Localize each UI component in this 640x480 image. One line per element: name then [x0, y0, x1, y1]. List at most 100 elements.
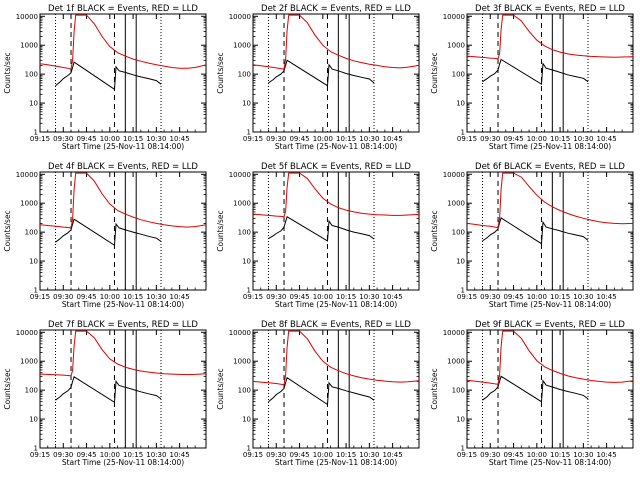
y-tick-label: 1000: [233, 200, 251, 208]
y-tick-label: 10000: [16, 13, 38, 21]
plot-frame: [252, 13, 420, 133]
x-tick-label: 09:45: [76, 135, 96, 143]
x-tick-label: 09:15: [30, 135, 50, 143]
events-series-line: [482, 217, 589, 245]
x-tick-label: 09:45: [503, 451, 523, 459]
panel-title: Det 7f BLACK = Events, RED = LLD: [48, 320, 198, 330]
x-tick-label: 09:30: [266, 293, 286, 301]
x-tick-label: 09:45: [76, 451, 96, 459]
y-tick-label: 10: [456, 258, 465, 266]
detector-panel-3: Det 3f BLACK = Events, RED = LLD 1 10 100 10…: [430, 4, 634, 151]
y-tick-label: 1: [247, 287, 251, 295]
x-tick-label: 10:15: [336, 135, 356, 143]
x-tick-label: 10:00: [100, 293, 120, 301]
x-tick-label: 10:30: [573, 135, 593, 143]
panel-title: Det 5f BLACK = Events, RED = LLD: [261, 162, 411, 172]
plot-frame: [252, 171, 420, 291]
x-tick-label: 09:15: [243, 451, 263, 459]
panel-title: Det 6f BLACK = Events, RED = LLD: [475, 162, 625, 172]
panel-title: Det 2f BLACK = Events, RED = LLD: [261, 4, 411, 14]
detector-panel-8: Det 8f BLACK = Events, RED = LLD 1 10 100 10…: [216, 320, 420, 467]
events-series-line: [268, 376, 375, 406]
x-axis-label: Start Time (25-Nov-11 08:14:00): [62, 458, 184, 467]
y-axis-label: Counts/sec: [430, 368, 439, 409]
x-tick-label: 10:30: [359, 293, 379, 301]
y-axis-label: Counts/sec: [216, 210, 225, 251]
y-tick-label: 100: [238, 387, 251, 395]
x-tick-label: 09:45: [503, 293, 523, 301]
y-tick-label: 1: [247, 129, 251, 137]
lld-series-line: [467, 330, 633, 385]
y-tick-label: 100: [452, 229, 465, 237]
x-tick-label: 10:45: [597, 135, 617, 143]
x-tick-label: 10:45: [597, 293, 617, 301]
x-tick-label: 10:45: [170, 135, 190, 143]
lld-series-line: [253, 14, 419, 70]
x-tick-label: 09:15: [243, 293, 263, 301]
x-tick-label: 09:30: [53, 293, 73, 301]
y-tick-label: 1: [34, 129, 38, 137]
y-tick-label: 1: [461, 129, 465, 137]
x-tick-label: 10:45: [597, 451, 617, 459]
y-tick-label: 100: [25, 71, 38, 79]
y-axis-label: Counts/sec: [216, 52, 225, 93]
x-tick-label: 10:15: [336, 451, 356, 459]
x-tick-label: 10:45: [383, 451, 403, 459]
y-tick-label: 1: [34, 445, 38, 453]
x-tick-label: 09:30: [480, 135, 500, 143]
x-tick-label: 09:15: [457, 135, 477, 143]
x-tick-label: 10:15: [123, 135, 143, 143]
plot-frame: [39, 13, 207, 133]
y-tick-label: 1000: [20, 200, 38, 208]
y-tick-label: 10: [456, 100, 465, 108]
x-tick-label: 09:15: [30, 293, 50, 301]
x-axis-label: Start Time (25-Nov-11 08:14:00): [489, 142, 611, 151]
x-tick-label: 09:30: [266, 451, 286, 459]
x-tick-label: 09:45: [289, 293, 309, 301]
detector-panel-9: Det 9f BLACK = Events, RED = LLD 1 10 100 10…: [430, 320, 634, 467]
y-tick-label: 1: [461, 287, 465, 295]
plot-frame: [466, 171, 634, 291]
lld-series-line: [253, 172, 419, 218]
x-axis-label: Start Time (25-Nov-11 08:14:00): [62, 142, 184, 151]
y-tick-label: 1: [247, 445, 251, 453]
x-tick-label: 10:15: [550, 293, 570, 301]
x-tick-label: 10:30: [359, 135, 379, 143]
x-tick-label: 09:15: [457, 451, 477, 459]
detector-panel-4: Det 4f BLACK = Events, RED = LLD 1 10 100 10…: [3, 162, 207, 309]
panel-title: Det 3f BLACK = Events, RED = LLD: [475, 4, 625, 14]
y-tick-label: 1000: [233, 358, 251, 366]
y-tick-label: 1000: [447, 358, 465, 366]
x-tick-label: 09:30: [266, 135, 286, 143]
y-tick-label: 1: [461, 445, 465, 453]
x-tick-label: 09:30: [480, 451, 500, 459]
y-tick-label: 100: [452, 71, 465, 79]
y-tick-label: 1000: [20, 358, 38, 366]
y-tick-label: 10000: [443, 171, 465, 179]
panel-title: Det 4f BLACK = Events, RED = LLD: [48, 162, 198, 172]
y-tick-label: 100: [238, 229, 251, 237]
x-axis-label: Start Time (25-Nov-11 08:14:00): [489, 300, 611, 309]
x-tick-label: 10:00: [100, 135, 120, 143]
events-series-line: [268, 59, 375, 87]
x-axis-label: Start Time (25-Nov-11 08:14:00): [275, 142, 397, 151]
plot-frame: [39, 329, 207, 449]
x-tick-label: 09:30: [53, 135, 73, 143]
lld-series-line: [467, 172, 633, 229]
detector-panel-5: Det 5f BLACK = Events, RED = LLD 1 10 100 10…: [216, 162, 420, 309]
x-tick-label: 10:30: [146, 451, 166, 459]
y-axis-label: Counts/sec: [216, 368, 225, 409]
y-tick-label: 10: [29, 416, 38, 424]
x-tick-label: 09:15: [243, 135, 263, 143]
x-tick-label: 10:00: [313, 135, 333, 143]
y-axis-label: Counts/sec: [3, 210, 12, 251]
x-tick-label: 10:15: [123, 451, 143, 459]
x-tick-label: 10:15: [336, 293, 356, 301]
events-series-line: [482, 58, 589, 86]
x-tick-label: 10:30: [146, 293, 166, 301]
x-tick-label: 10:15: [123, 293, 143, 301]
detector-panel-7: Det 7f BLACK = Events, RED = LLD 1 10 100 10…: [3, 320, 207, 467]
x-tick-label: 09:45: [503, 135, 523, 143]
detector-panel-1: Det 1f BLACK = Events, RED = LLD 1 10 100 10…: [3, 4, 207, 151]
